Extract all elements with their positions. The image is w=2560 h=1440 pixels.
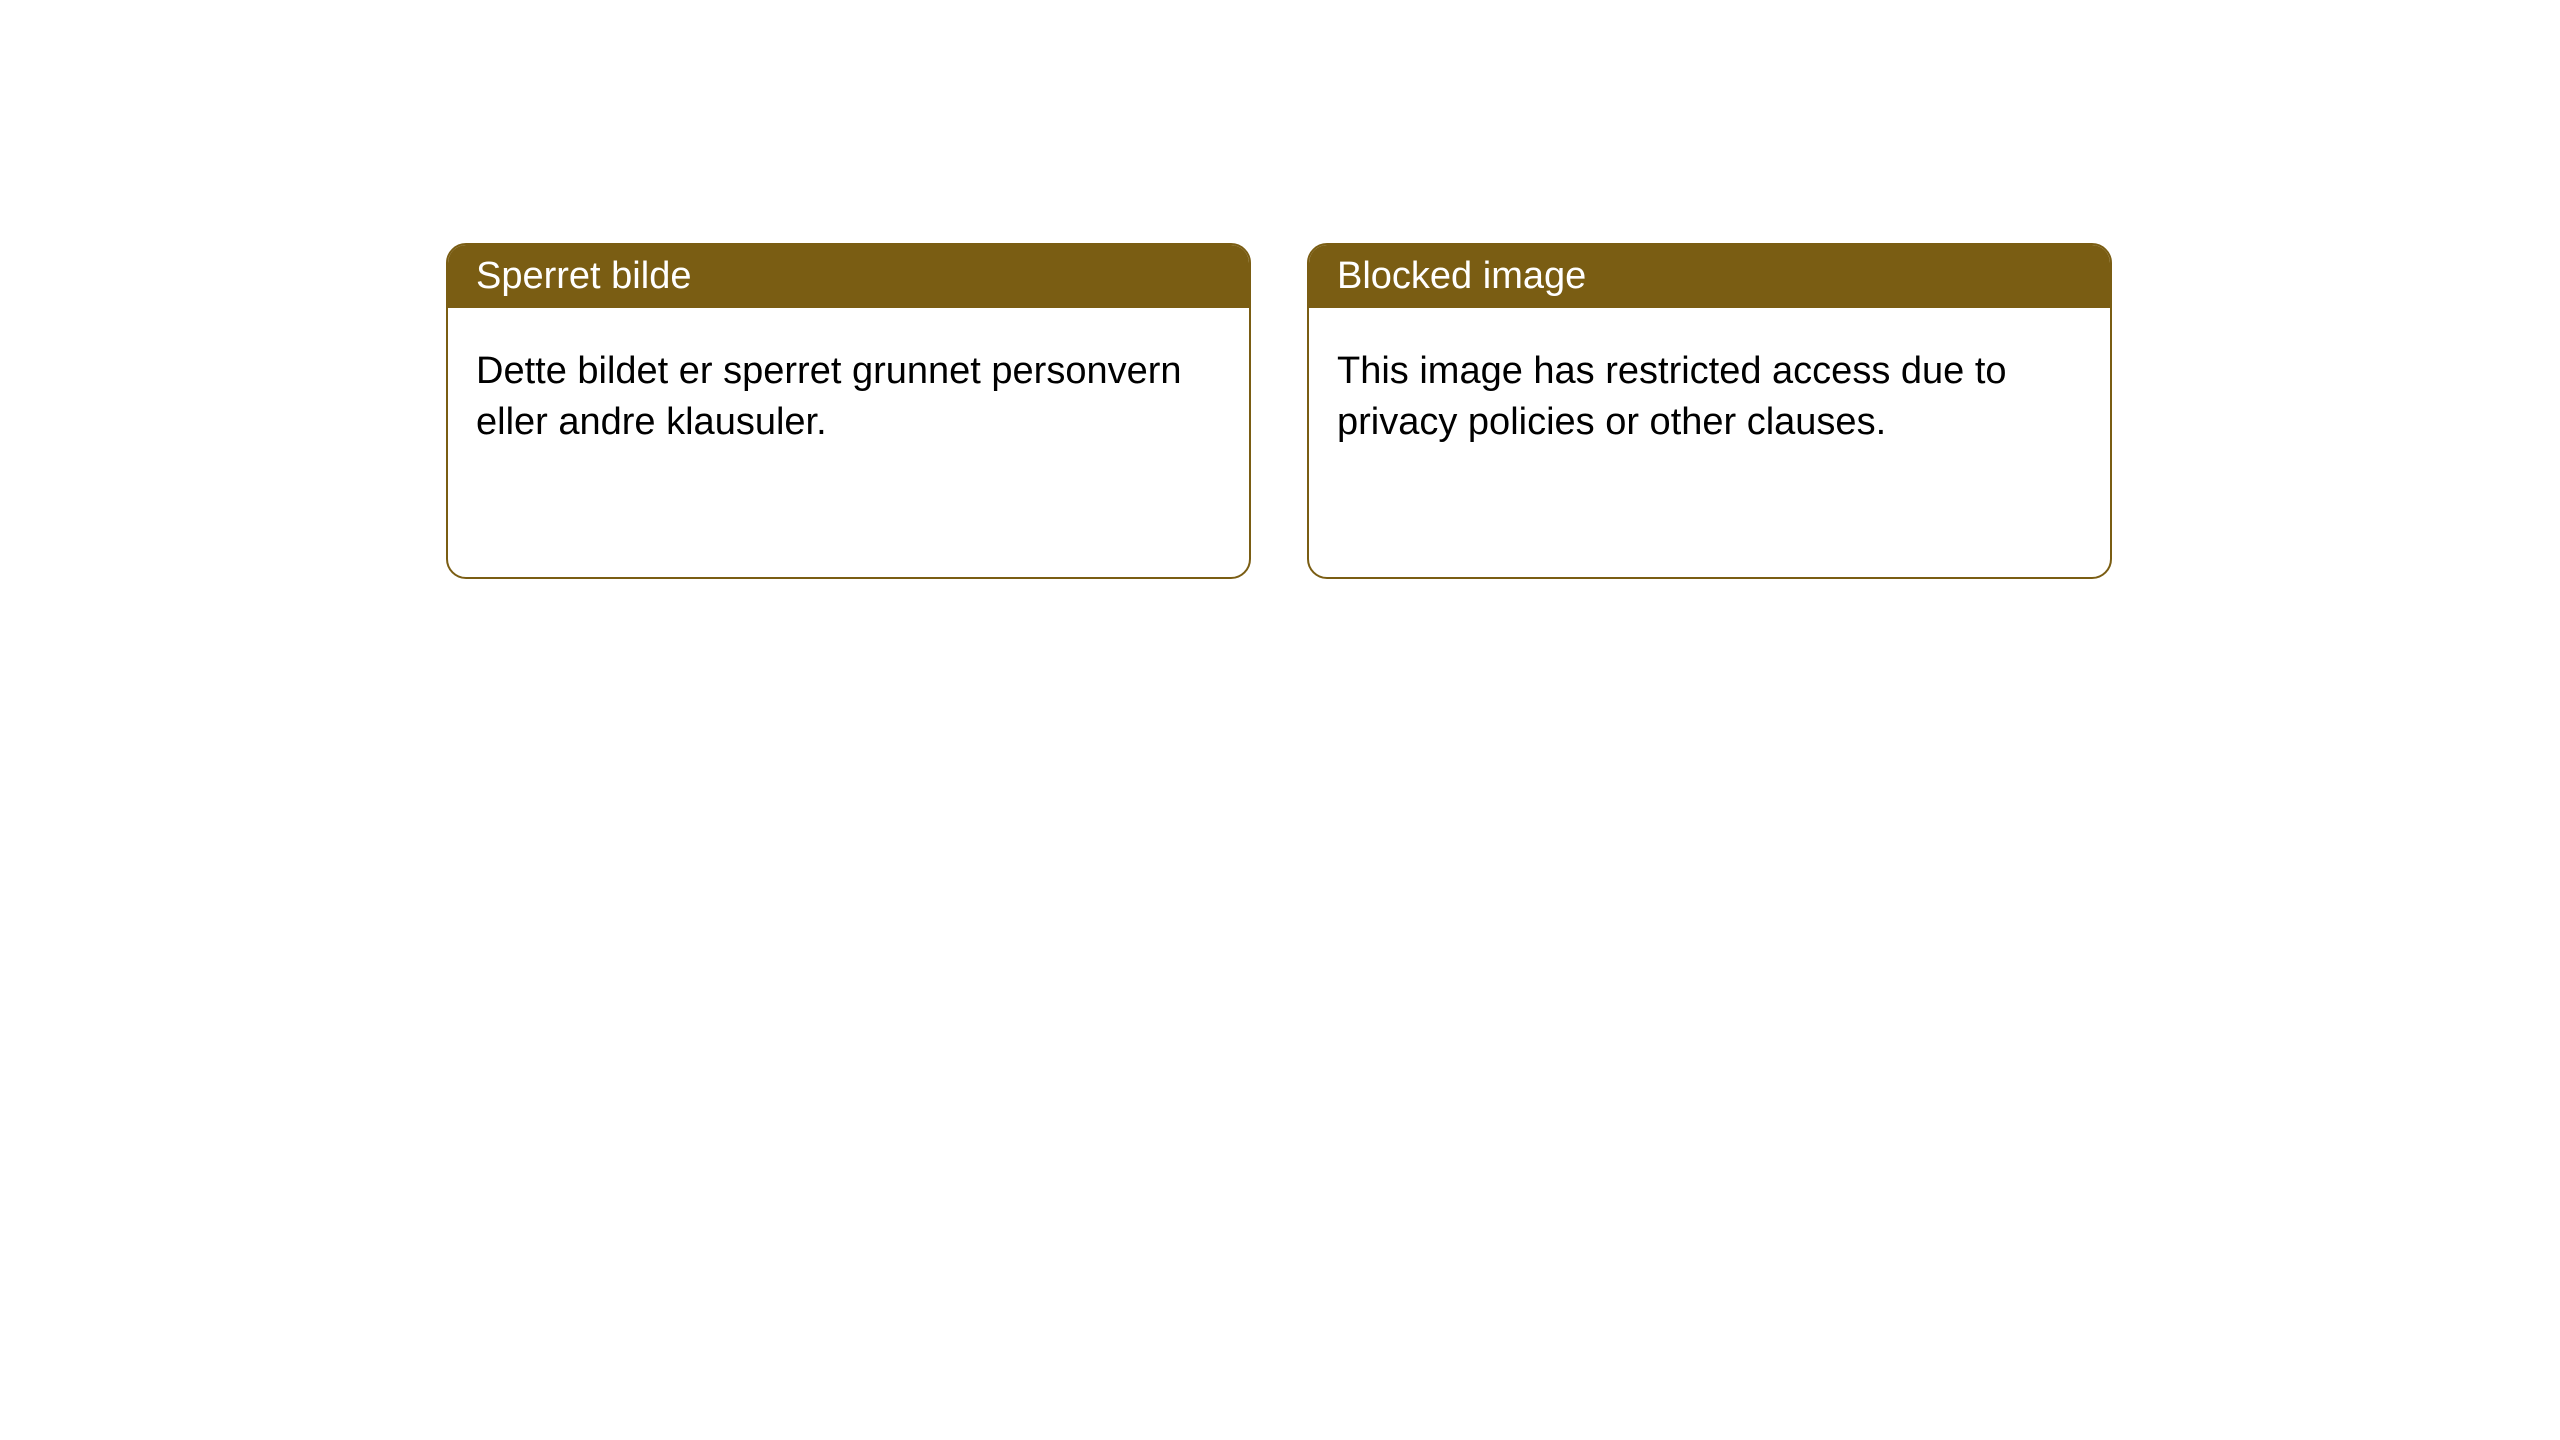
card-body: Dette bildet er sperret grunnet personve… (448, 308, 1249, 477)
notice-container: Sperret bilde Dette bildet er sperret gr… (0, 0, 2560, 579)
card-body: This image has restricted access due to … (1309, 308, 2110, 477)
blocked-image-card-no: Sperret bilde Dette bildet er sperret gr… (446, 243, 1251, 579)
card-header: Blocked image (1309, 245, 2110, 308)
blocked-image-card-en: Blocked image This image has restricted … (1307, 243, 2112, 579)
card-header: Sperret bilde (448, 245, 1249, 308)
